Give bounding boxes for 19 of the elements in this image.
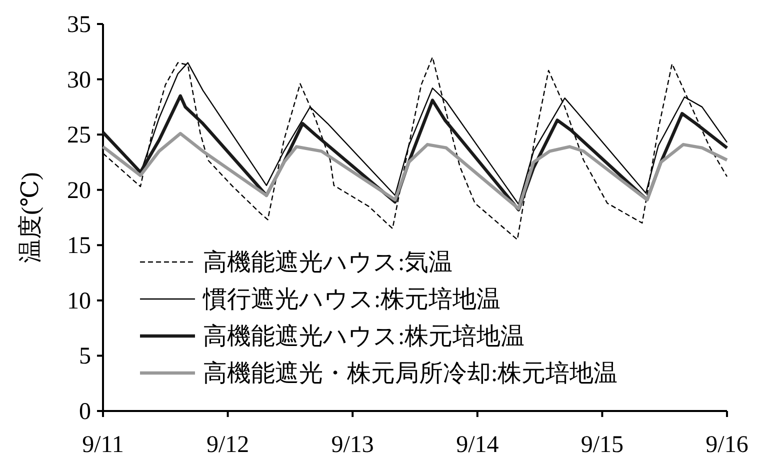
y-tick-label: 15 [67, 233, 91, 260]
y-axis-title: 温度(℃) [17, 172, 44, 263]
y-tick-label: 25 [67, 122, 91, 149]
legend-label: 高機能遮光ハウス:気温 [203, 249, 453, 276]
x-tick-label: 9/12 [206, 432, 250, 458]
y-tick-label: 10 [67, 288, 91, 314]
y-tick-label: 20 [67, 178, 91, 204]
legend-label: 慣行遮光ハウス:株元培地温 [202, 286, 501, 313]
y-tick-label: 35 [67, 12, 91, 38]
y-tick-label: 0 [79, 399, 91, 425]
x-tick-label: 9/13 [331, 432, 374, 458]
y-tick-label: 30 [67, 67, 91, 94]
x-tick-label: 9/14 [456, 432, 499, 458]
y-tick-label: 5 [79, 344, 91, 370]
x-tick-label: 9/15 [580, 432, 624, 458]
x-tick-label: 9/11 [82, 432, 124, 458]
legend-label: 高機能遮光・株元局所冷却:株元培地温 [203, 360, 618, 387]
x-tick-label: 9/16 [706, 432, 748, 458]
legend-label: 高機能遮光ハウス:株元培地温 [203, 323, 525, 350]
